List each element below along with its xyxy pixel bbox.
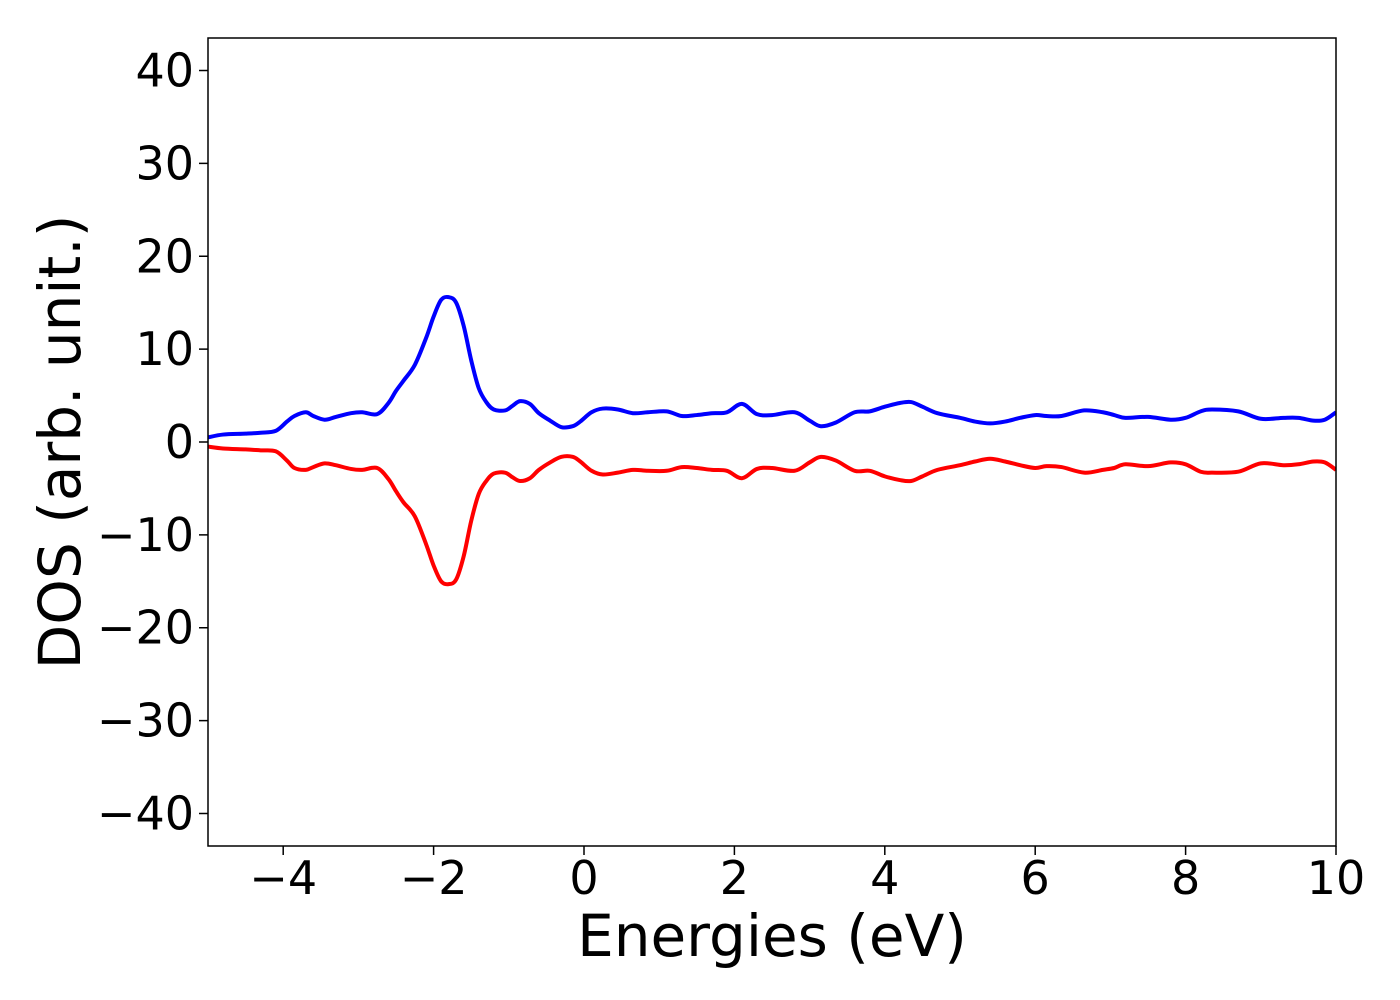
x-tick-label: 2 <box>720 851 749 905</box>
y-tick-label: 20 <box>135 229 194 283</box>
x-axis-ticks: −4 −2 0 2 4 6 8 10 <box>249 846 1365 905</box>
y-tick-label: 40 <box>135 44 194 98</box>
x-tick-label: 4 <box>870 851 899 905</box>
y-tick-label: −10 <box>97 508 194 562</box>
series-line-spin-up <box>208 294 1336 440</box>
y-tick-label: −30 <box>97 694 194 748</box>
y-tick-label: −40 <box>97 786 194 840</box>
x-tick-label: 10 <box>1307 851 1366 905</box>
y-tick-label: 0 <box>165 415 194 469</box>
y-axis-ticks: 40 30 20 10 0 −10 −20 −30 −40 <box>97 44 208 840</box>
y-tick-label: −20 <box>97 601 194 655</box>
plot-area <box>208 294 1336 587</box>
x-tick-label: 6 <box>1021 851 1050 905</box>
x-axis-label: Energies (eV) <box>577 902 967 970</box>
x-tick-label: −4 <box>249 851 317 905</box>
series-line-spin-down <box>208 444 1336 587</box>
y-tick-label: 10 <box>135 322 194 376</box>
y-axis-label: DOS (arb. unit.) <box>26 215 94 670</box>
y-tick-label: 30 <box>135 136 194 190</box>
x-tick-label: −2 <box>400 851 468 905</box>
x-tick-label: 0 <box>569 851 598 905</box>
x-tick-label: 8 <box>1171 851 1200 905</box>
